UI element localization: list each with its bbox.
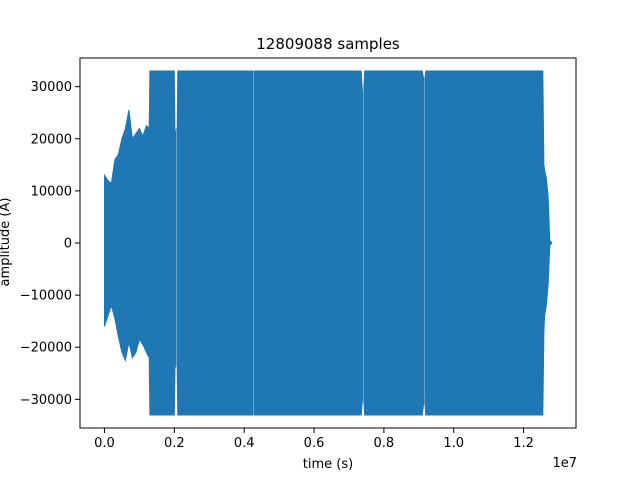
y-tick-label: −10000 <box>20 289 72 304</box>
y-tick-label: 20000 <box>31 132 72 147</box>
chart-title: 12809088 samples <box>256 35 400 53</box>
x-tick-label: 1.0 <box>443 436 464 451</box>
x-axis-offset-label: 1e7 <box>552 456 577 471</box>
y-tick-label: 0 <box>64 237 72 252</box>
x-tick-label: 1.2 <box>513 436 534 451</box>
y-tick-label: 30000 <box>31 80 72 95</box>
waveform-series-0 <box>104 70 553 416</box>
x-tick-label: 0.2 <box>164 436 185 451</box>
x-axis-label: time (s) <box>303 457 353 472</box>
x-tick-label: 0.8 <box>374 436 395 451</box>
x-tick-label: 0.4 <box>234 436 255 451</box>
y-tick-label: −30000 <box>20 393 72 408</box>
x-tick-label: 0.6 <box>304 436 325 451</box>
y-tick-label: 10000 <box>31 184 72 199</box>
y-tick-label: −20000 <box>20 341 72 356</box>
x-tick-label: 0.0 <box>94 436 115 451</box>
y-axis-label: amplitude (A) <box>0 198 13 287</box>
plot-area <box>104 69 553 417</box>
axes: 0.0 0.2 0.4 0.6 0.8 1.0 1.2 −30000 −20000 −10000 0… <box>20 57 577 451</box>
